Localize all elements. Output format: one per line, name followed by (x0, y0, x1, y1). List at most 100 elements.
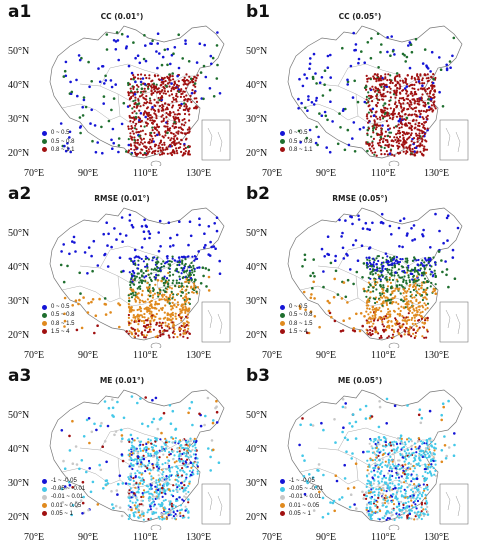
station-dot (131, 111, 134, 114)
station-dot (349, 493, 353, 496)
station-dot (193, 270, 196, 273)
station-dot (361, 227, 365, 230)
station-dot (172, 141, 175, 144)
station-dot (414, 285, 417, 289)
station-dot (434, 292, 438, 295)
station-dot (342, 281, 346, 284)
station-dot (160, 115, 163, 118)
station-dot (196, 457, 199, 460)
station-dot (190, 466, 193, 469)
station-dot (410, 50, 414, 54)
station-dot (176, 301, 179, 304)
station-dot (425, 336, 428, 339)
station-dot (386, 290, 389, 293)
station-dot (373, 473, 377, 477)
station-dot (405, 282, 408, 285)
station-dot (366, 80, 369, 83)
inset-islands (207, 491, 223, 517)
station-dot (352, 31, 355, 35)
station-dot (180, 309, 183, 312)
station-dot (417, 328, 420, 331)
station-dot (308, 128, 312, 132)
station-dot (180, 272, 183, 275)
station-dot (133, 320, 136, 323)
station-dot (401, 471, 405, 474)
station-dot (381, 302, 384, 305)
station-dot (79, 499, 83, 502)
station-dot (129, 280, 132, 283)
station-dot (376, 463, 379, 466)
station-dot (124, 46, 128, 50)
station-dot (175, 92, 178, 95)
station-dot (162, 411, 166, 415)
station-dot (146, 467, 149, 470)
station-dot (297, 97, 300, 101)
station-dot (314, 141, 318, 145)
station-dot (378, 443, 381, 446)
station-dot (309, 310, 313, 313)
station-dot (168, 336, 171, 339)
station-dot (149, 323, 152, 326)
station-dot (372, 322, 375, 325)
station-dot (322, 473, 325, 477)
station-dot (151, 501, 154, 504)
station-dot (372, 131, 375, 134)
station-dot (422, 274, 425, 277)
station-dot (191, 288, 194, 291)
station-dot (139, 130, 142, 133)
station-dot (409, 92, 412, 95)
station-dot (406, 303, 409, 306)
station-dot (142, 260, 145, 263)
station-dot (174, 82, 177, 85)
station-dot (143, 321, 146, 325)
station-dot (193, 259, 196, 262)
station-dot (189, 77, 193, 81)
station-dot (183, 298, 186, 301)
station-dot (112, 506, 115, 510)
station-dot (154, 485, 157, 488)
station-dot (175, 514, 178, 517)
station-dot (150, 102, 153, 105)
station-dot (395, 505, 399, 509)
station-dot (378, 275, 381, 278)
station-dot (375, 456, 378, 459)
legend-label: -1 ~ -0.05 (51, 478, 77, 484)
station-dot (375, 154, 378, 157)
station-dot (431, 87, 434, 90)
station-dot (103, 440, 107, 443)
station-dot (110, 85, 114, 89)
station-dot (361, 276, 364, 279)
station-dot (176, 509, 179, 512)
station-dot (137, 263, 140, 266)
station-dot (180, 266, 183, 270)
station-dot (168, 274, 172, 277)
station-dot (301, 265, 304, 268)
station-dot (156, 42, 159, 45)
station-dot (367, 513, 370, 516)
station-dot (422, 87, 426, 90)
station-dot (366, 117, 369, 120)
station-dot (148, 312, 151, 315)
station-dot (132, 85, 135, 89)
station-dot (195, 461, 198, 464)
station-dot (121, 482, 125, 485)
station-dot (211, 421, 215, 425)
station-dot (144, 115, 147, 119)
station-dot (327, 253, 331, 256)
station-dot (154, 511, 158, 514)
station-dot (63, 312, 66, 316)
station-dot (368, 416, 372, 420)
station-dot (370, 497, 373, 500)
station-dot (209, 240, 212, 244)
station-dot (423, 132, 427, 135)
station-dot (150, 89, 153, 92)
station-dot (410, 124, 413, 127)
station-dot (183, 471, 186, 474)
station-dot (369, 268, 372, 271)
station-dot (88, 467, 91, 470)
station-dot (78, 271, 81, 275)
station-dot (157, 463, 160, 466)
legend-label: 1.5 ~ 4 (51, 328, 70, 335)
station-dot (130, 277, 133, 280)
station-dot (445, 67, 449, 70)
